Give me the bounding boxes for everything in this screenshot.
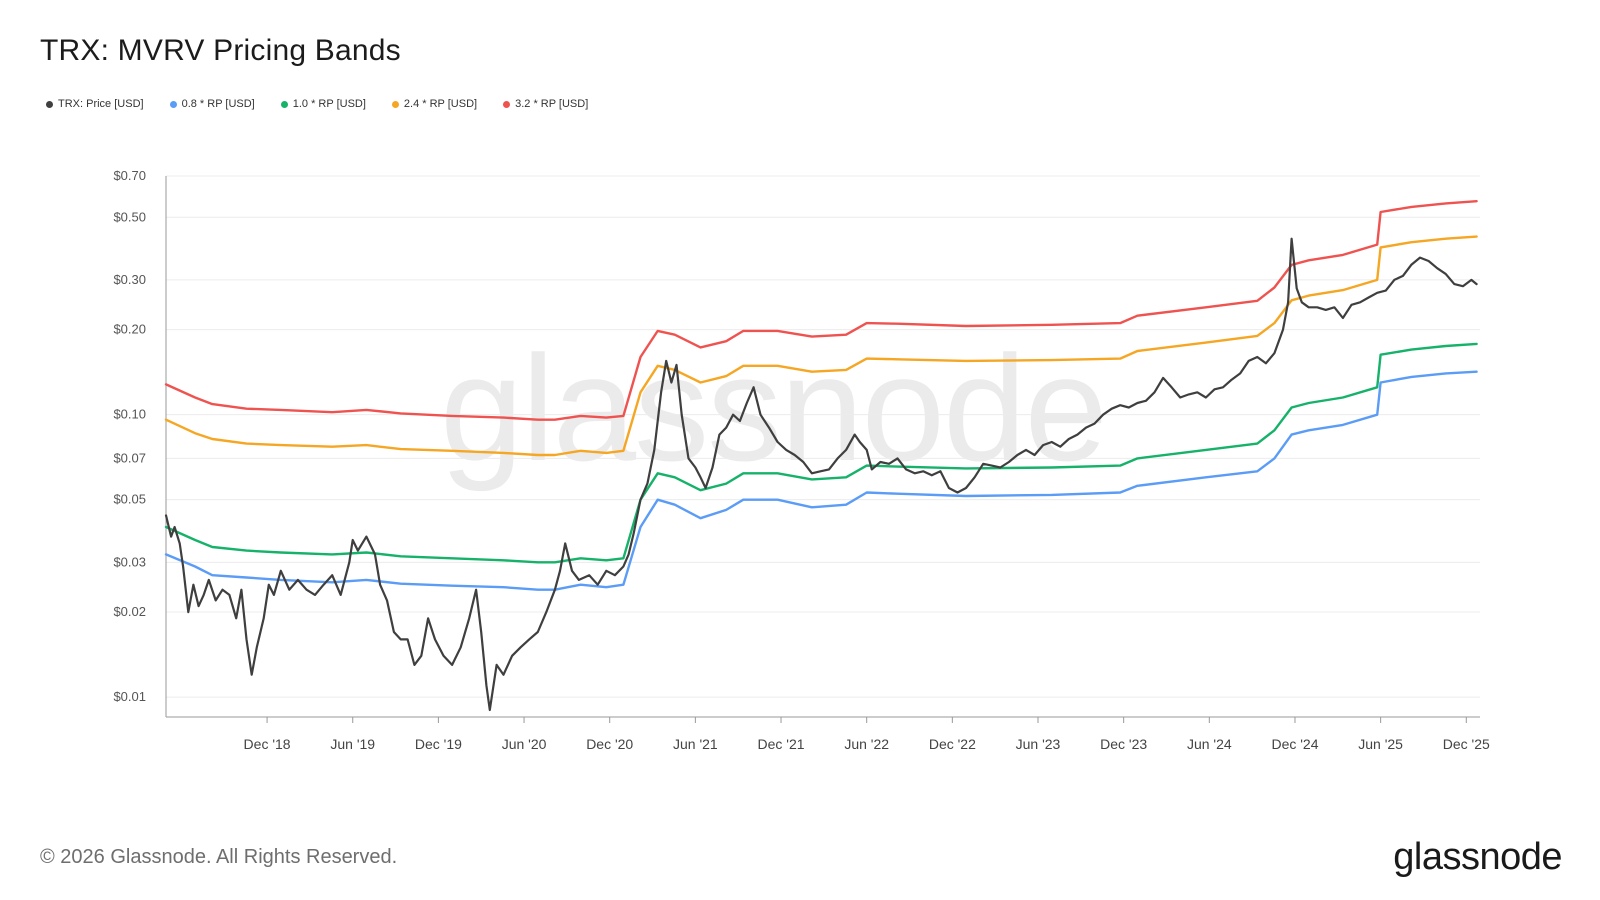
series-line-0-8-rp-usd: [164, 370, 1478, 591]
y-tick-label: $0.03: [113, 554, 146, 569]
glassnode-logo: glassnode: [1393, 836, 1562, 878]
y-tick-label: $0.07: [113, 450, 146, 465]
x-tick-label: Jun '23: [1016, 736, 1061, 752]
x-tick-label: Dec '23: [1100, 736, 1147, 752]
y-tick-label: $0.30: [113, 272, 146, 287]
series-line-2-4-rp-usd: [164, 235, 1478, 457]
legend-dot-icon: [391, 100, 399, 108]
y-tick-label: $0.50: [113, 209, 146, 224]
series-line-trx-price-usd: [164, 237, 1478, 712]
y-tick-label: $0.01: [113, 689, 146, 704]
x-tick-label: Dec '24: [1271, 736, 1318, 752]
x-tick-label: Dec '25: [1443, 736, 1490, 752]
legend-label: TRX: Price [USD]: [58, 98, 144, 110]
legend-label: 2.4 * RP [USD]: [403, 98, 478, 110]
legend-dot-icon: [503, 100, 511, 108]
x-tick-label: Dec '19: [415, 736, 462, 752]
y-tick-label: $0.20: [113, 322, 146, 337]
y-tick-label: $0.70: [113, 168, 146, 183]
x-tick-label: Jun '24: [1187, 736, 1232, 752]
legend-item-price[interactable]: TRX: Price [USD]: [46, 98, 144, 110]
y-tick-label: $0.05: [113, 492, 146, 507]
series-line-3-2-rp-usd: [164, 200, 1478, 421]
legend-label: 3.2 * RP [USD]: [515, 98, 589, 110]
x-tick-label: Dec '21: [758, 736, 805, 752]
x-tick-label: Jun '25: [1358, 736, 1403, 752]
copyright-text: © 2026 Glassnode. All Rights Reserved.: [40, 846, 398, 868]
legend-item-2-4-rp[interactable]: 2.4 * RP [USD]: [391, 98, 478, 110]
legend-label: 1.0 * RP [USD]: [292, 98, 366, 110]
x-tick-label: Dec '18: [244, 736, 291, 752]
legend-dot-icon: [169, 100, 177, 108]
x-tick-label: Dec '20: [586, 736, 633, 752]
x-tick-label: Jun '20: [502, 736, 547, 752]
series-line-1-0-rp-usd: [164, 342, 1478, 564]
legend-dot-icon: [280, 100, 288, 108]
chart-title: TRX: MVRV Pricing Bands: [40, 34, 401, 67]
x-tick-label: Jun '22: [844, 736, 889, 752]
legend: TRX: Price [USD] 0.8 * RP [USD] 1.0 * RP…: [46, 98, 588, 110]
x-tick-label: Jun '19: [330, 736, 375, 752]
legend-label: 0.8 * RP [USD]: [181, 98, 255, 110]
x-tick-label: Jun '21: [673, 736, 718, 752]
legend-item-1-0-rp[interactable]: 1.0 * RP [USD]: [280, 98, 366, 110]
legend-dot-icon: [46, 100, 53, 108]
legend-item-0-8-rp[interactable]: 0.8 * RP [USD]: [169, 98, 255, 110]
x-tick-label: Dec '22: [929, 736, 976, 752]
y-tick-label: $0.10: [113, 407, 146, 422]
y-tick-label: $0.02: [113, 604, 146, 619]
legend-item-3-2-rp[interactable]: 3.2 * RP [USD]: [503, 98, 588, 110]
